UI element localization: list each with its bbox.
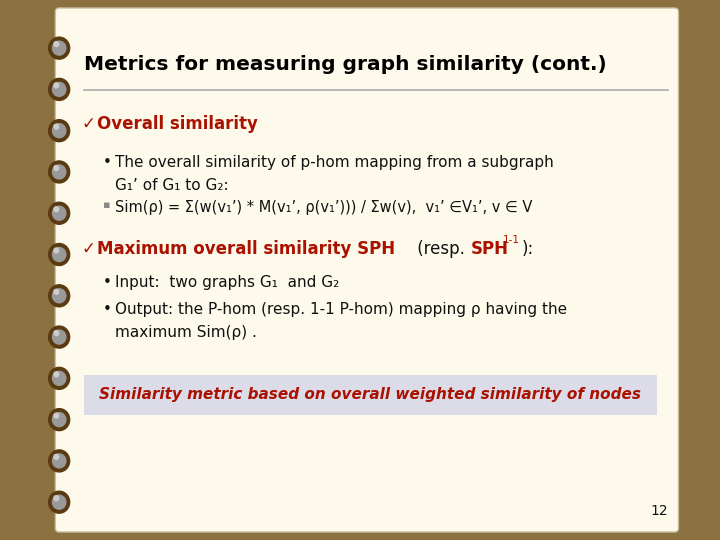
Circle shape xyxy=(53,83,66,97)
Circle shape xyxy=(54,83,59,88)
Circle shape xyxy=(53,372,66,386)
Circle shape xyxy=(49,491,70,513)
Circle shape xyxy=(54,372,59,377)
Text: SPH: SPH xyxy=(470,240,508,258)
Circle shape xyxy=(54,42,59,46)
Text: •: • xyxy=(103,155,112,170)
Circle shape xyxy=(49,409,70,430)
Text: Similarity metric based on overall weighted similarity of nodes: Similarity metric based on overall weigh… xyxy=(99,388,642,402)
Text: (resp.: (resp. xyxy=(413,240,470,258)
Circle shape xyxy=(53,206,66,220)
Text: 12: 12 xyxy=(650,504,668,518)
Text: ▪: ▪ xyxy=(103,200,111,210)
Circle shape xyxy=(49,244,70,266)
Text: The overall similarity of p-hom mapping from a subgraph: The overall similarity of p-hom mapping … xyxy=(114,155,553,170)
Text: Sim(ρ) = Σ(w(v₁’) * M(v₁’, ρ(v₁’))) / Σw(v),  v₁’ ∈V₁’, v ∈ V: Sim(ρ) = Σ(w(v₁’) * M(v₁’, ρ(v₁’))) / Σw… xyxy=(114,200,532,215)
Circle shape xyxy=(49,450,70,472)
Circle shape xyxy=(54,248,59,253)
Circle shape xyxy=(54,496,59,501)
Circle shape xyxy=(53,413,66,427)
FancyBboxPatch shape xyxy=(55,8,678,532)
Circle shape xyxy=(53,124,66,138)
Circle shape xyxy=(49,120,70,141)
Bar xyxy=(84,375,657,415)
Circle shape xyxy=(53,330,66,344)
Text: ✓: ✓ xyxy=(81,240,95,258)
Circle shape xyxy=(49,161,70,183)
Text: Output: the P-hom (resp. 1-1 P-hom) mapping ρ having the: Output: the P-hom (resp. 1-1 P-hom) mapp… xyxy=(114,302,567,317)
Circle shape xyxy=(54,413,59,418)
Circle shape xyxy=(54,124,59,129)
Circle shape xyxy=(49,326,70,348)
Text: Metrics for measuring graph similarity (cont.): Metrics for measuring graph similarity (… xyxy=(84,55,607,74)
Circle shape xyxy=(54,330,59,335)
Circle shape xyxy=(49,202,70,224)
Circle shape xyxy=(54,455,59,460)
Text: Input:  two graphs G₁  and G₂: Input: two graphs G₁ and G₂ xyxy=(114,275,338,290)
Circle shape xyxy=(49,37,70,59)
Circle shape xyxy=(54,207,59,212)
Circle shape xyxy=(49,78,70,100)
Text: maximum Sim(ρ) .: maximum Sim(ρ) . xyxy=(114,325,256,340)
Text: ):: ): xyxy=(522,240,534,258)
Text: G₁’ of G₁ to G₂:: G₁’ of G₁ to G₂: xyxy=(114,178,228,193)
Circle shape xyxy=(54,165,59,171)
Circle shape xyxy=(49,285,70,307)
Text: Maximum overall similarity SPH: Maximum overall similarity SPH xyxy=(97,240,395,258)
Circle shape xyxy=(53,289,66,303)
Text: ✓: ✓ xyxy=(81,115,95,133)
Circle shape xyxy=(53,41,66,55)
Circle shape xyxy=(54,289,59,294)
Circle shape xyxy=(49,367,70,389)
Text: •: • xyxy=(103,302,112,317)
Circle shape xyxy=(53,495,66,509)
Circle shape xyxy=(53,247,66,261)
Circle shape xyxy=(53,454,66,468)
Text: Overall similarity: Overall similarity xyxy=(97,115,258,133)
Circle shape xyxy=(53,165,66,179)
Text: •: • xyxy=(103,275,112,290)
Text: 1-1: 1-1 xyxy=(503,235,520,245)
